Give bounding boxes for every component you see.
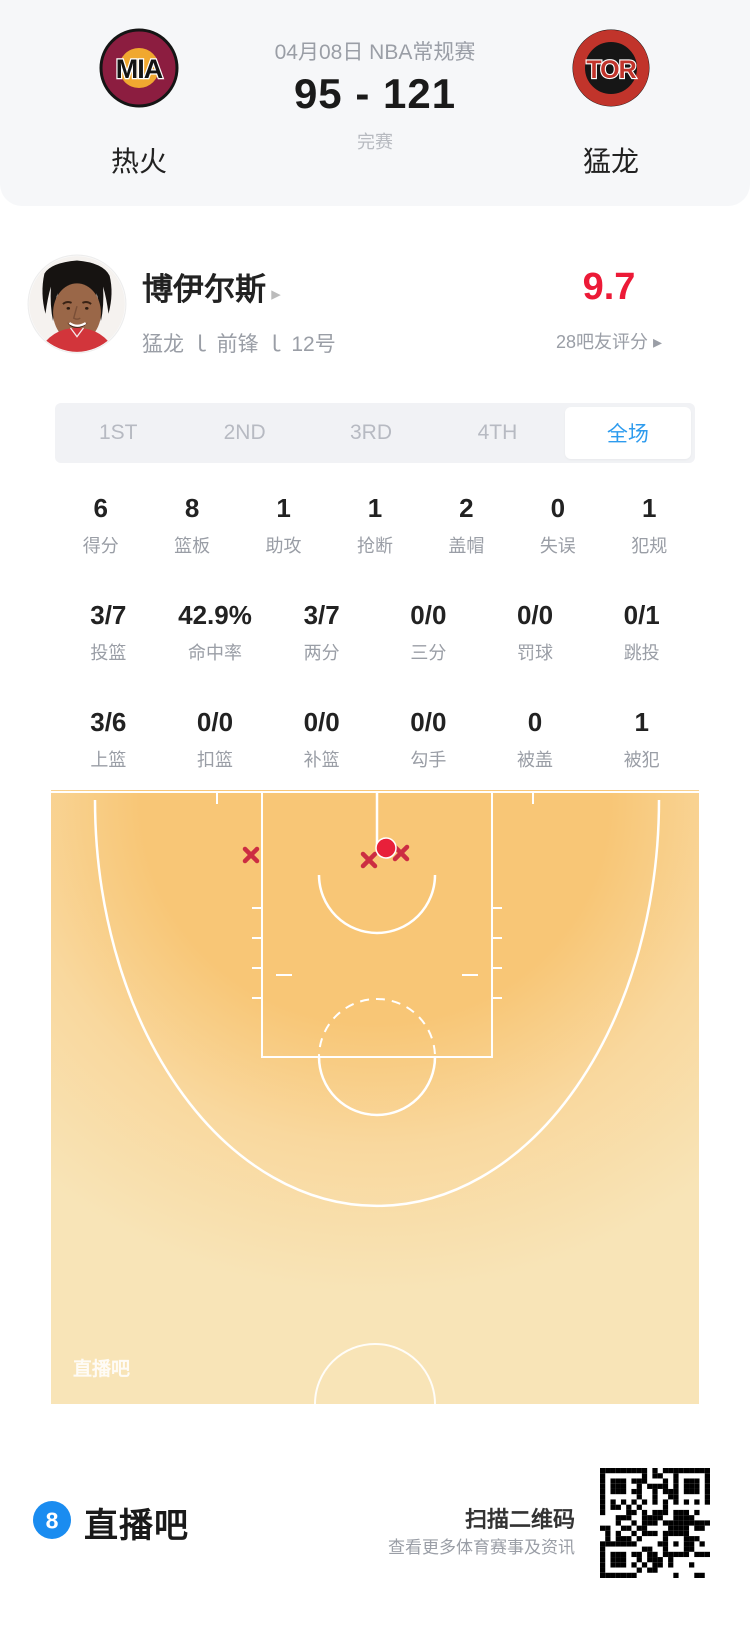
svg-text:8: 8 [46,1508,59,1534]
svg-text:直播吧: 直播吧 [73,1357,130,1380]
